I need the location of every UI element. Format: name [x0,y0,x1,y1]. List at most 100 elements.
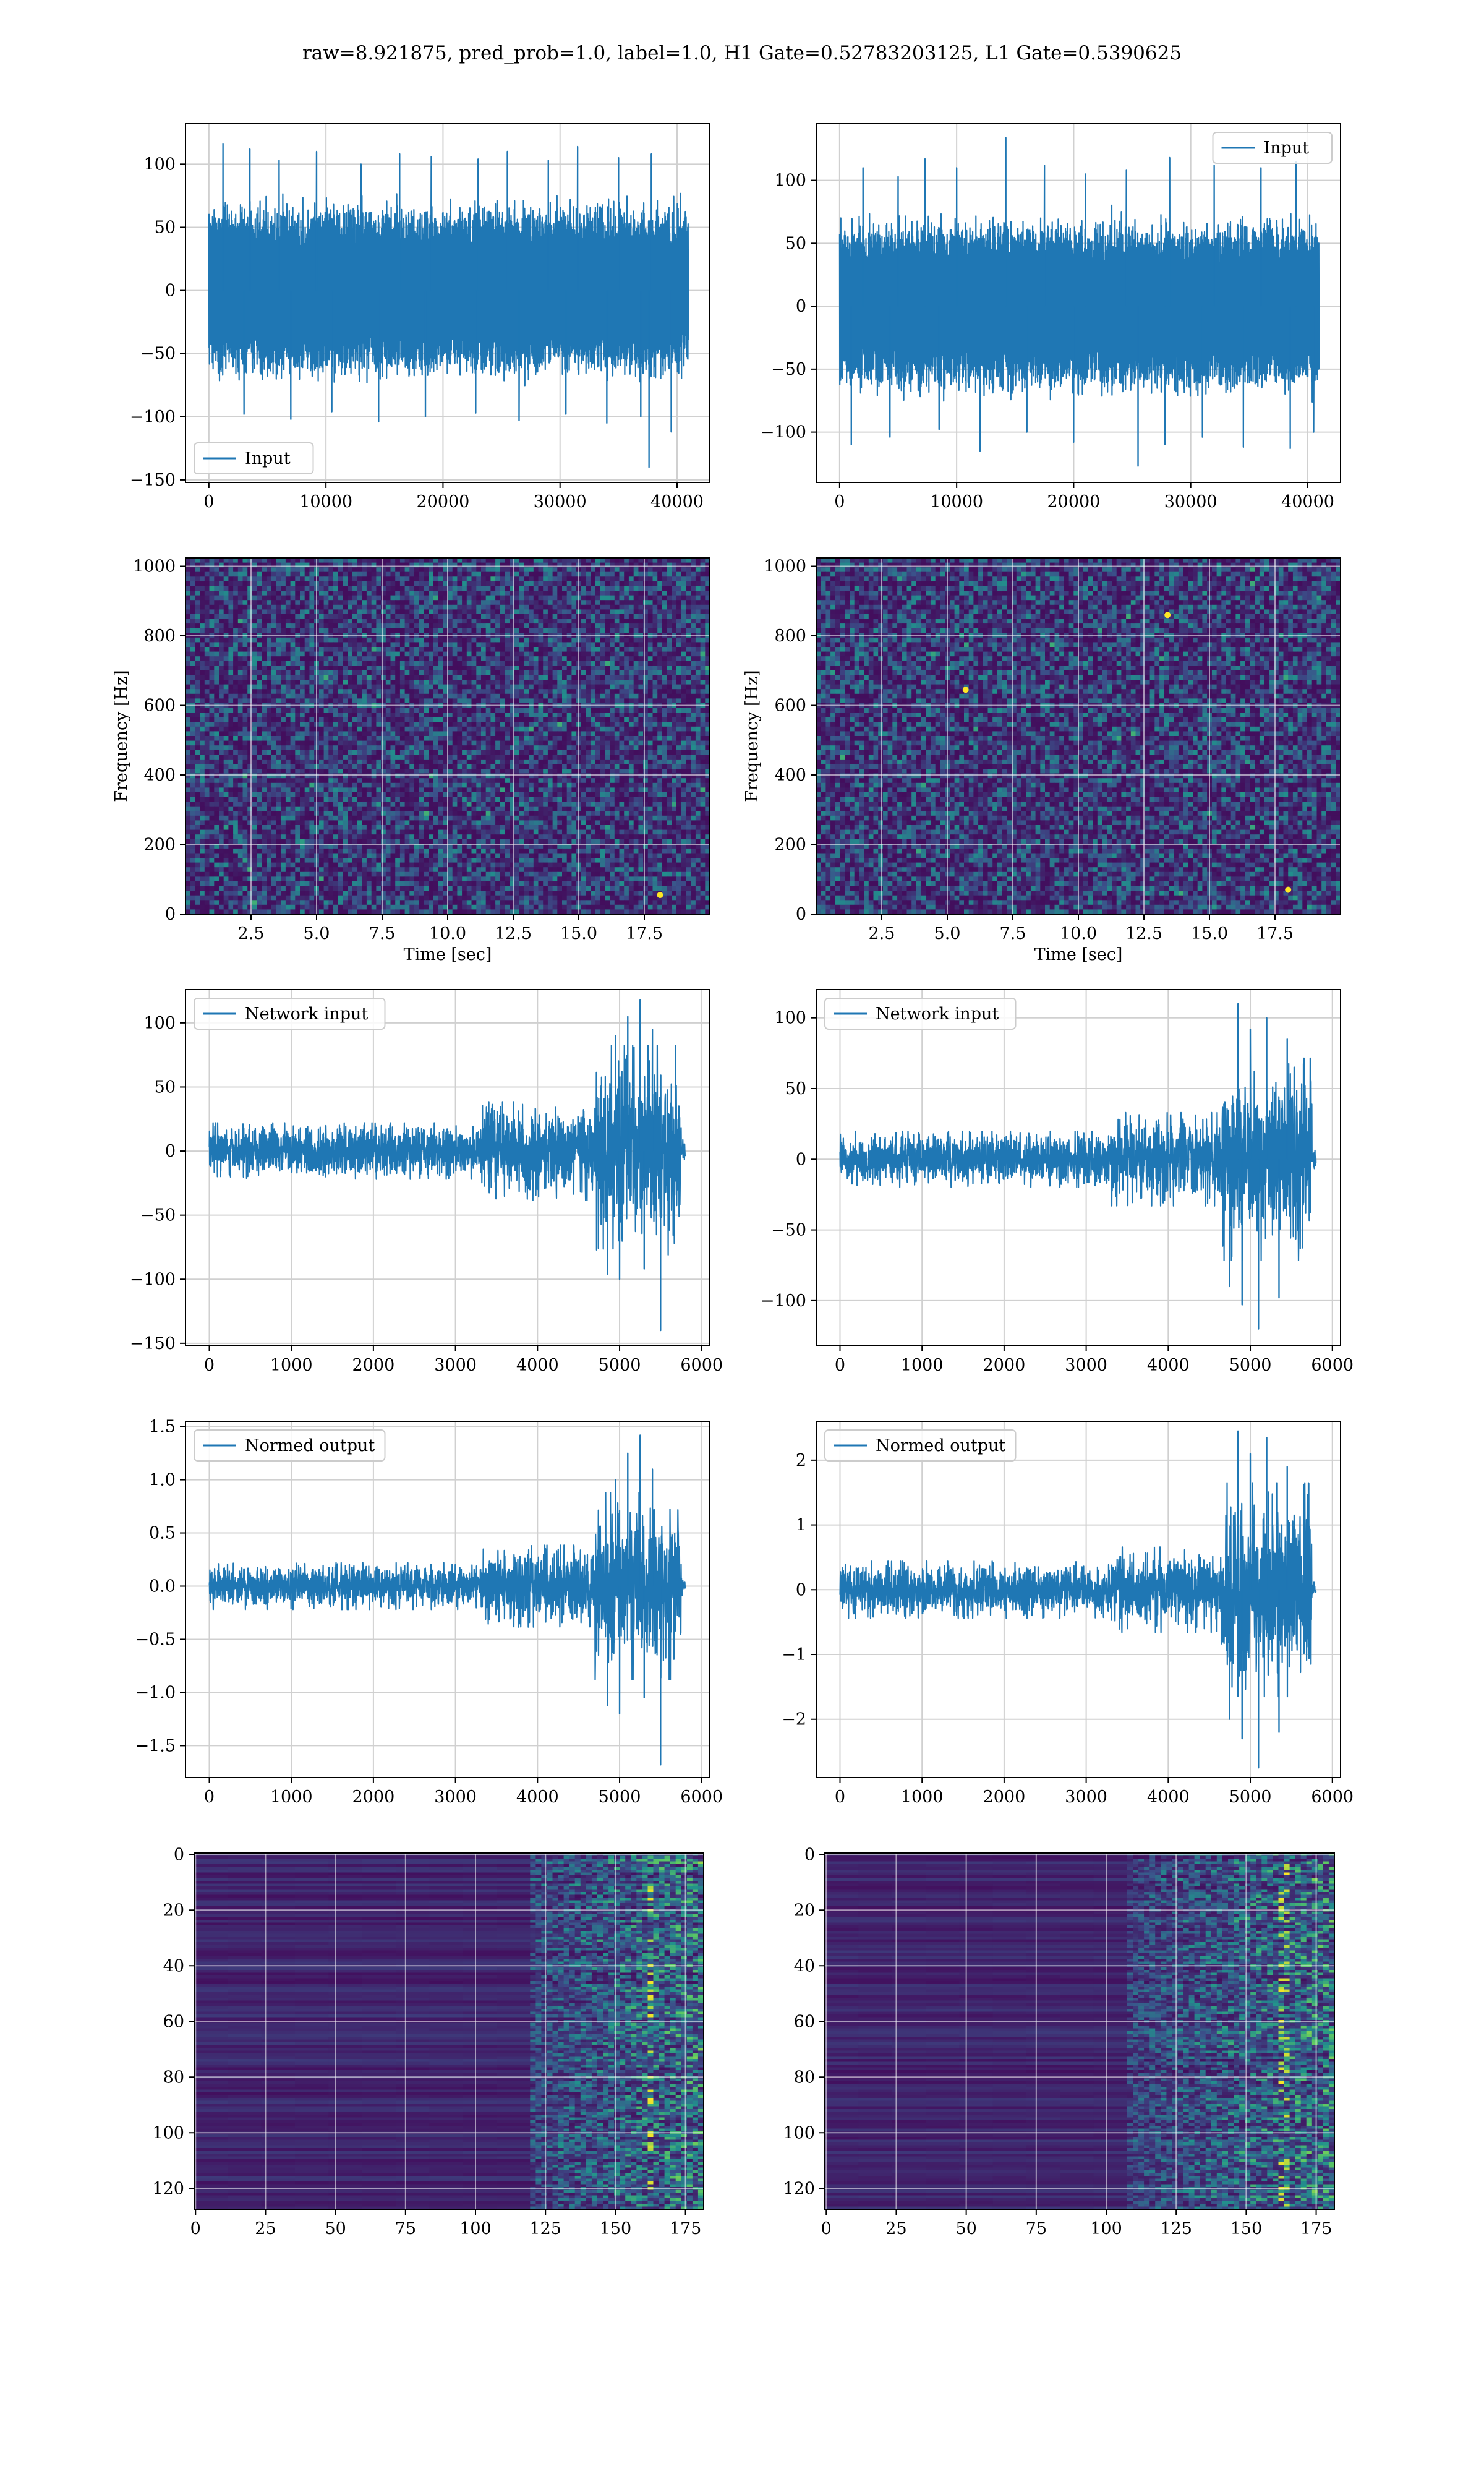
spectrogram-cell [448,717,453,722]
spectrogram-cell [371,745,377,751]
spectrogram-cell [662,708,668,713]
spectrogram-cell [681,656,686,662]
spectrogram-cell [381,571,386,577]
spectrogram-cell [376,670,382,676]
spectrogram-cell [490,698,496,704]
spectrogram-cell [362,661,367,666]
spectrogram-cell [333,618,339,624]
spectrogram-cell [223,576,229,582]
spectrogram-cell [300,651,305,657]
spectrogram-cell [357,567,362,573]
spectrogram-cell [295,661,301,666]
spectrogram-cell [586,600,591,606]
spectrogram-cell [500,689,506,695]
spectrogram-cell [691,558,696,563]
spectrogram-cell [209,586,215,591]
spectrogram-cell [614,637,620,643]
spectrogram-cell [409,623,415,629]
spectrogram-cell [228,693,234,699]
spectrogram-cell [281,656,286,662]
spectrogram-cell [514,591,520,596]
spectrogram-cell [429,759,434,765]
spectrogram-cell [490,722,496,727]
spectrogram-cell [424,656,429,662]
spectrogram-cell [195,736,200,742]
spectrogram-cell [524,684,529,690]
spectrogram-cell [586,614,591,620]
spectrogram-cell [471,726,477,732]
spectrogram-cell [443,708,448,713]
spectrogram-cell [457,558,463,563]
spectrogram-cell [357,642,362,648]
spectrogram-cell [672,745,677,751]
spectrogram-cell [323,651,329,657]
spectrogram-cell [219,651,224,657]
spectrogram-cell [624,755,629,760]
spectrogram-cell [628,722,634,727]
spectrogram-cell [271,642,277,648]
spectrogram-cell [390,628,396,633]
spectrogram-cell [562,755,568,760]
spectrogram-cell [304,623,310,629]
spectrogram-cell [228,600,234,606]
spectrogram-cell [285,651,291,657]
spectrogram-cell [652,567,658,573]
spectrogram-cell [600,614,605,620]
spectrogram-cell [214,722,220,727]
spectrogram-cell [457,614,463,620]
spectrogram-cell [457,637,463,643]
spectrogram-cell [204,591,210,596]
spectrogram-cell [371,609,377,615]
spectrogram-cell [667,661,672,666]
spectrogram-cell [233,647,239,653]
spectrogram-cell [409,713,415,718]
spectrogram-cell [481,614,487,620]
spectrogram-cell [257,759,262,765]
spectrogram-cell [657,670,663,676]
spectrogram-cell [514,745,520,751]
spectrogram-cell [252,571,258,577]
spectrogram-cell [614,656,620,662]
spectrogram-cell [519,693,524,699]
spectrogram-cell [338,670,343,676]
spectrogram-cell [591,591,596,596]
spectrogram-cell [433,750,439,755]
spectrogram-cell [672,614,677,620]
spectrogram-cell [476,609,482,615]
spectrogram-cell [562,680,568,685]
spectrogram-cell [357,675,362,680]
spectrogram-cell [595,680,601,685]
spectrogram-cell [247,558,253,563]
spectrogram-cell [624,623,629,629]
spectrogram-cell [228,609,234,615]
spectrogram-cell [633,600,639,606]
spectrogram-cell [600,595,605,601]
spectrogram-cell [290,755,296,760]
spectrogram-cell [591,745,596,751]
spectrogram-cell [433,675,439,680]
spectrogram-cell [433,581,439,587]
spectrogram-cell [452,708,458,713]
spectrogram-cell [600,731,605,737]
spectrogram-cell [495,600,501,606]
spectrogram-cell [614,614,620,620]
spectrogram-cell [267,726,272,732]
spectrogram-cell [309,717,315,722]
spectrogram-cell [200,647,205,653]
spectrogram-cell [571,623,577,629]
spectrogram-cell [566,722,572,727]
spectrogram-cell [223,595,229,601]
spectrogram-cell [390,675,396,680]
spectrogram-cell [533,595,539,601]
spectrogram-cell [204,680,210,685]
spectrogram-cell [223,567,229,573]
spectrogram-cell [381,750,386,755]
spectrogram-cell [414,698,420,704]
spectrogram-cell [247,637,253,643]
spectrogram-cell [237,680,244,685]
spectrogram-cell [366,755,372,760]
spectrogram-cell [343,684,348,690]
spectrogram-cell [362,558,367,563]
spectrogram-cell [438,689,443,695]
spectrogram-cell [552,656,558,662]
